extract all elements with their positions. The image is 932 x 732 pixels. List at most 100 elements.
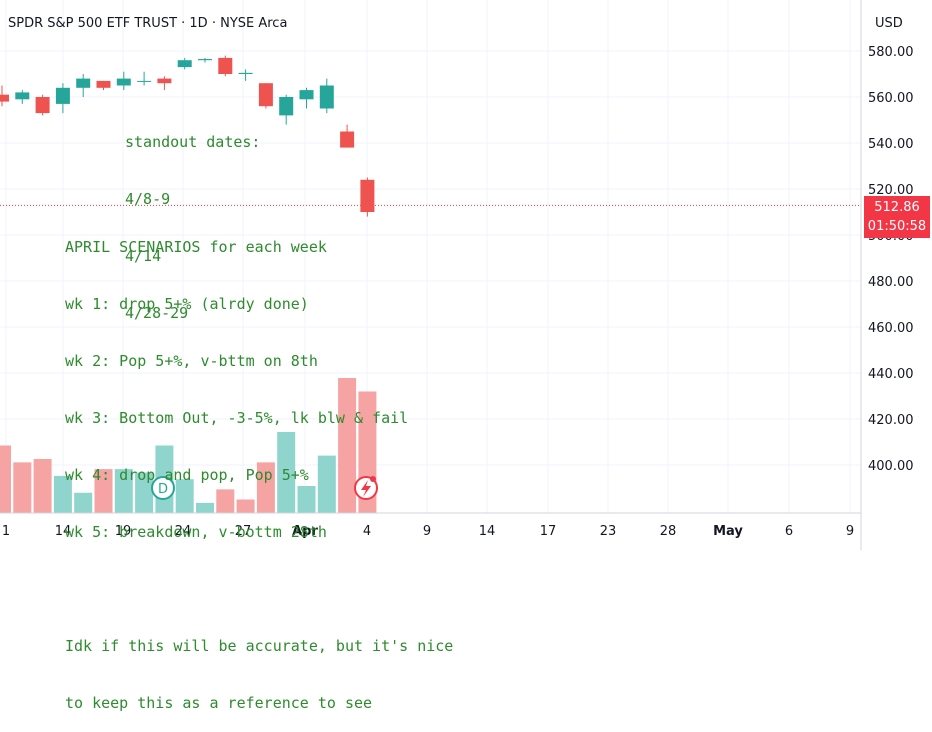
candle <box>35 94 50 116</box>
candle-body <box>319 85 334 109</box>
price-tick-label: 520.00 <box>868 183 914 198</box>
note-line: APRIL SCENARIOS for each week <box>65 238 327 256</box>
candle-body <box>238 72 253 74</box>
candle-body <box>340 131 355 148</box>
time-tick-label: 28 <box>660 524 677 539</box>
time-tick-label: 6 <box>785 524 793 539</box>
note-line: 4/28-29 <box>125 304 189 322</box>
time-tick-label: 17 <box>540 524 557 539</box>
price-scale[interactable]: 580.00560.00540.00520.00500.00480.00460.… <box>868 45 914 474</box>
price-tick-label: 420.00 <box>868 413 914 428</box>
volume-bar <box>317 455 336 513</box>
price-chart[interactable]: 580.00560.00540.00520.00500.00480.00460.… <box>0 0 932 550</box>
candle <box>238 69 253 81</box>
last-price-tag: 512.86 01:50:58 <box>864 196 930 238</box>
price-tick-label: 400.00 <box>868 459 914 474</box>
candle-layer <box>0 55 375 217</box>
time-tick-label: 27 <box>235 524 252 539</box>
note-line: standout dates: <box>125 133 261 151</box>
candle-body <box>55 87 70 104</box>
candle <box>319 78 334 114</box>
time-tick-label: 14 <box>55 524 72 539</box>
dividend-marker-circle <box>151 476 175 500</box>
volume-bar <box>196 502 214 513</box>
note-line: to keep this as a reference to see <box>65 694 373 712</box>
note-line: Idk if this will be accurate, but it's n… <box>65 637 454 655</box>
price-tick-label: 460.00 <box>868 321 914 336</box>
time-tick-label: 24 <box>175 524 192 539</box>
candle <box>279 94 294 125</box>
candle-body <box>279 97 294 116</box>
volume-bar <box>74 492 93 513</box>
candle <box>76 74 91 97</box>
candle <box>0 85 9 107</box>
time-tick-label: May <box>713 524 743 539</box>
note-line: wk 5: breakdown, v-bottm 28th <box>65 523 327 541</box>
time-tick-label: 23 <box>600 524 617 539</box>
note-line: 4/8-9 <box>125 190 171 208</box>
time-tick-label: 1 <box>2 524 10 539</box>
note-line: wk 1: drop 5+% (alrdy done) <box>65 295 309 313</box>
candle <box>360 177 375 217</box>
earnings-flash-icon[interactable] <box>354 476 378 500</box>
candle-body <box>218 57 233 74</box>
candle <box>15 90 30 104</box>
candle <box>299 87 314 109</box>
time-tick-label: Apr <box>292 524 318 539</box>
time-scale[interactable]: 1 14 19 24 27 Apr 4 9 14 17 23 28 May 6 9 <box>2 524 854 539</box>
candle-body <box>299 90 314 100</box>
standout-dates-note: standout dates: 4/8-9 4/14 4/28-29 <box>125 95 260 342</box>
candle-body <box>35 97 50 114</box>
time-tick-label: 4 <box>363 524 371 539</box>
volume-bar <box>135 472 154 513</box>
volume-bar <box>216 489 235 513</box>
time-tick-label: 9 <box>423 524 431 539</box>
candle-body <box>177 60 192 68</box>
candle-body <box>258 83 273 107</box>
candle <box>218 55 233 77</box>
candle <box>177 57 192 70</box>
volume-bar <box>338 378 357 513</box>
volume-bar <box>297 486 316 513</box>
currency-label[interactable]: USD <box>875 16 903 31</box>
symbol-title[interactable]: SPDR S&P 500 ETF TRUST · 1D · NYSE Arca <box>8 16 288 31</box>
dividend-marker[interactable]: D <box>151 476 175 500</box>
dividend-marker-label: D <box>158 482 168 497</box>
price-tick-label: 580.00 <box>868 45 914 60</box>
volume-bar <box>256 462 275 513</box>
price-tick-label: 540.00 <box>868 137 914 152</box>
volume-bar <box>175 479 194 513</box>
candle-body <box>96 80 111 88</box>
volume-bar <box>277 432 296 513</box>
note-line: wk 3: Bottom Out, -3-5%, lk blw & fail <box>65 409 409 427</box>
volume-bar <box>33 459 52 513</box>
volume-bar <box>53 475 72 513</box>
candle-body <box>0 94 9 102</box>
volume-bar <box>94 469 113 513</box>
candle <box>157 76 172 91</box>
april-scenarios-note: APRIL SCENARIOS for each week wk 1: drop… <box>65 200 453 732</box>
note-line: 4/14 <box>125 247 162 265</box>
price-tick-label: 480.00 <box>868 275 914 290</box>
candle <box>198 57 212 63</box>
time-tick-label: 14 <box>479 524 496 539</box>
volume-bar <box>114 469 133 513</box>
price-tick-label: 440.00 <box>868 367 914 382</box>
note-line <box>65 580 453 599</box>
candle <box>96 80 111 91</box>
candle-body <box>157 78 172 84</box>
candle <box>137 71 152 86</box>
candle <box>340 124 355 148</box>
candle <box>258 83 273 109</box>
volume-bar <box>13 462 32 513</box>
candle-body <box>76 78 91 88</box>
volume-layer <box>0 378 377 513</box>
note-line: wk 4: drop and pop, Pop 5+% <box>65 466 309 484</box>
bar-countdown: 01:50:58 <box>867 219 927 234</box>
candle-body <box>137 80 152 82</box>
candle-body <box>198 59 212 61</box>
candle-body <box>116 78 131 86</box>
candle <box>55 83 70 114</box>
price-tick-label: 560.00 <box>868 91 914 106</box>
volume-bar <box>0 445 11 513</box>
